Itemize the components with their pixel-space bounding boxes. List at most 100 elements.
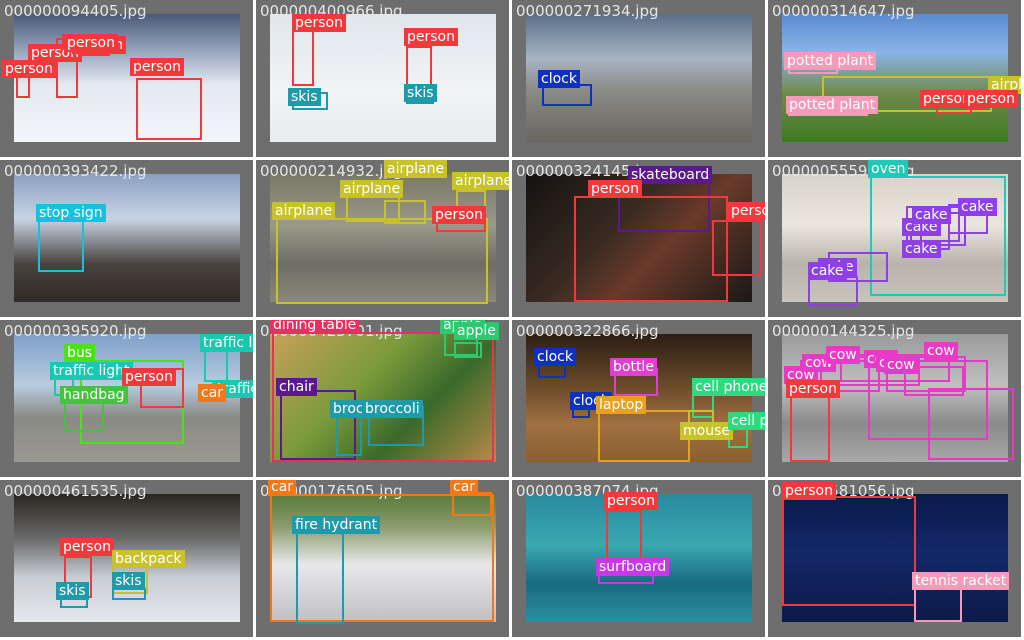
box-label: potted plant [784,52,877,70]
box-label: person [604,492,658,510]
box-label: mouse [680,422,733,440]
tile-photo [782,494,1008,622]
bounding-box [574,196,728,302]
tile-filename: 000000144325.jpg [772,322,915,340]
box-label: tennis racket [912,572,1010,590]
box-label: airplane [340,180,404,198]
box-label: cake [902,240,941,258]
box-label: traffic light [200,334,253,352]
image-tile[interactable]: 000000176505.jpg car car fire hydrant [256,480,509,637]
box-label: cow [924,342,958,360]
tile-photo [14,14,240,142]
box-label: backpack [112,550,185,568]
box-label: dining table [270,320,360,334]
box-label: person [964,90,1018,108]
image-tile[interactable]: 000000094405.jpg person person person person… [0,0,253,157]
tile-photo [782,174,1008,302]
bounding-box [270,494,494,622]
tile-filename: 000000314647.jpg [772,2,915,20]
box-label: skis [288,88,321,106]
bounding-box [928,388,1014,460]
bounding-box [870,176,1006,296]
bounding-box [292,28,314,86]
bounding-box [204,350,228,382]
box-label: person [292,14,346,32]
box-label: airplane [272,202,336,220]
box-label: airplane [384,160,448,178]
tile-filename: 000000324145.jpg [516,162,659,180]
box-label: cake [912,206,951,224]
box-label: stop sign [36,204,106,222]
bounding-box [38,220,84,272]
box-label: surfboard [596,558,670,576]
bounding-box [904,366,964,396]
box-label: handbag [60,386,128,404]
bounding-box [136,78,202,140]
box-label: laptop [596,396,647,414]
box-label: clock [538,70,580,88]
bounding-box [782,496,916,606]
box-label: skis [112,572,145,590]
box-label: fire hydrant [292,516,381,534]
box-label: cake [808,262,847,280]
tile-filename: 000000395920.jpg [4,322,147,340]
image-tile[interactable]: 000000144325.jpgcowcowcowcowcowpersoncow… [768,320,1021,477]
box-label: person [2,60,56,78]
image-tile[interactable]: 000000461535.jpg person backpack skis skis [0,480,253,637]
tile-filename: 000000322866.jpg [516,322,659,340]
image-tile[interactable]: 000000400966.jpg person person skis skis [256,0,509,157]
tile-filename: 000000214932.jpg [260,162,403,180]
box-label: chair [276,378,317,396]
box-label: broccoli [362,400,423,418]
image-tile[interactable]: 000000395920.jpg bus traffic light traffic … [0,320,253,477]
box-label: car [268,480,297,496]
tile-filename: 000000094405.jpg [4,2,147,20]
box-label: cow [884,356,918,374]
image-tile[interactable]: 000000322866.jpg clock bottle clock laptop ce… [512,320,765,477]
tile-photo [270,14,496,142]
bounding-box [384,200,426,224]
image-tile[interactable]: 000000314647.jpg potted plant potted plant… [768,0,1021,157]
tile-photo [14,174,240,302]
box-label: person [60,538,114,556]
box-label: oven [868,160,909,178]
image-tile[interactable]: 000000214932.jpg airplane airplane airplane… [256,160,509,317]
image-tile[interactable]: 000000393422.jpg stop sign [0,160,253,317]
bounding-box [296,528,344,624]
image-tile[interactable]: 000000324145.jpgskateboardpersonperson [512,160,765,317]
bounding-box [598,410,690,462]
box-label: skis [56,582,89,600]
box-label: car [198,384,227,402]
box-label: person [588,180,642,198]
bounding-box [276,218,488,304]
image-tile[interactable]: 000000581056.jpg person tennis racket [768,480,1021,637]
box-label: airplane [452,172,509,190]
tile-filename: 000000271934.jpg [516,2,659,20]
box-label: person [64,34,118,52]
box-label: person [920,90,974,108]
image-tile[interactable]: 000000555901.jpg oven cake cake cake cake cake… [768,160,1021,317]
box-label: person [782,482,836,500]
box-label: person [786,380,840,398]
bounding-box [712,220,762,276]
box-label: car [450,480,479,496]
tile-filename: 000000393422.jpg [4,162,147,180]
image-tile[interactable]: 000000387074.jpg person surfboard [512,480,765,637]
bounding-box [914,586,962,622]
box-label: bottle [610,358,657,376]
tile-photo [782,14,1008,142]
box-label: person [728,202,765,220]
bounding-box [272,332,494,462]
image-tile[interactable]: 000000271934.jpg clock [512,0,765,157]
tile-filename: 000000461535.jpg [4,482,147,500]
box-label: potted plant [786,96,879,114]
box-label: person [432,206,486,224]
image-tile[interactable]: 000000425701.jpgdining tableappleapplech… [256,320,509,477]
bounding-box [454,342,482,358]
box-label: apple [454,322,499,340]
box-label: clock [534,348,576,366]
bounding-box [280,390,356,460]
box-label: cake [958,198,997,216]
box-label: cell phone [692,378,765,396]
